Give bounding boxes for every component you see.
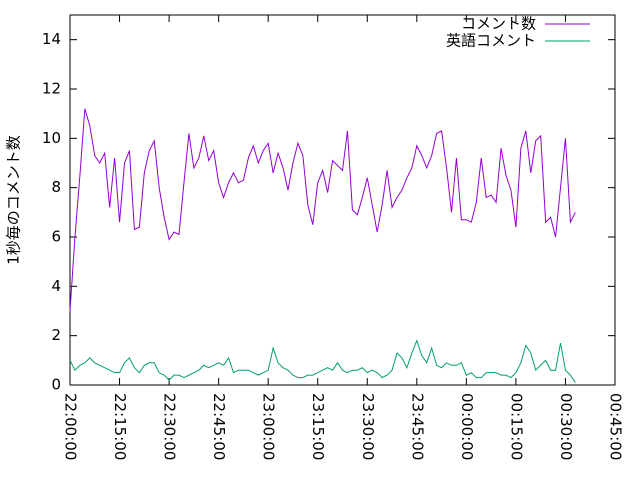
x-tick-label: 22:00:00 <box>62 393 80 460</box>
x-tick-label: 22:30:00 <box>161 393 179 460</box>
y-tick-label: 12 <box>42 80 61 98</box>
y-tick-label: 6 <box>51 228 61 246</box>
x-tick-label: 00:00:00 <box>458 393 476 460</box>
y-tick-label: 2 <box>51 326 61 344</box>
x-tick-label: 23:15:00 <box>309 393 327 460</box>
y-tick-label: 8 <box>51 178 61 196</box>
x-tick-label: 23:45:00 <box>408 393 426 460</box>
x-tick-label: 22:15:00 <box>111 393 129 460</box>
x-tick-label: 23:00:00 <box>260 393 278 460</box>
data-line <box>69 108 576 312</box>
y-tick-label: 0 <box>51 376 61 394</box>
data-line <box>69 339 576 383</box>
x-tick-label: 00:30:00 <box>557 393 575 460</box>
x-tick-label: 00:15:00 <box>507 393 525 460</box>
y-tick-label: 4 <box>51 277 61 295</box>
legend-label: 英語コメント <box>446 32 536 50</box>
y-tick-label: 10 <box>42 129 61 147</box>
y-tick-label: 14 <box>42 30 61 48</box>
y-axis-label: 1秒毎のコメント数 <box>5 135 23 265</box>
x-tick-label: 23:30:00 <box>359 393 377 460</box>
x-tick-label: 22:45:00 <box>210 393 228 460</box>
legend-label: コメント数 <box>461 15 536 33</box>
x-tick-label: 00:45:00 <box>607 393 625 460</box>
plot-frame <box>69 14 616 386</box>
